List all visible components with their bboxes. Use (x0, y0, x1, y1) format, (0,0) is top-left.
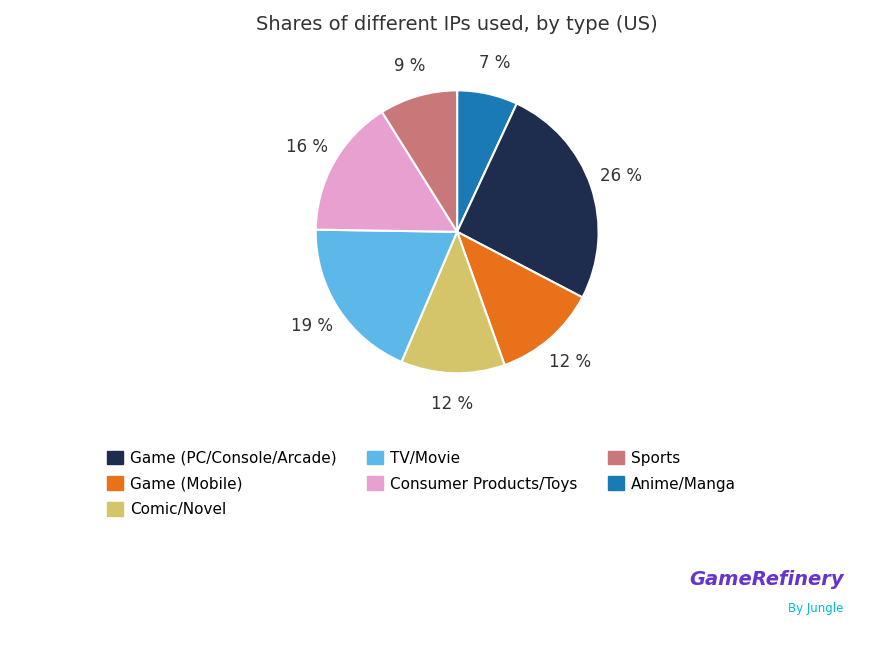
Wedge shape (316, 112, 457, 232)
Text: 12 %: 12 % (431, 395, 472, 413)
Text: 12 %: 12 % (550, 353, 591, 371)
Text: 26 %: 26 % (599, 168, 642, 186)
Title: Shares of different IPs used, by type (US): Shares of different IPs used, by type (U… (257, 15, 658, 34)
Text: 16 %: 16 % (286, 138, 328, 156)
Legend: Game (PC/Console/Arcade), Game (Mobile), Comic/Novel, TV/Movie, Consumer Product: Game (PC/Console/Arcade), Game (Mobile),… (101, 444, 742, 523)
Text: By Jungle: By Jungle (789, 602, 844, 615)
Wedge shape (401, 232, 504, 373)
Text: 9 %: 9 % (393, 57, 425, 75)
Wedge shape (457, 104, 599, 298)
Wedge shape (315, 230, 457, 362)
Text: 19 %: 19 % (291, 317, 333, 334)
Wedge shape (382, 91, 457, 232)
Wedge shape (457, 232, 583, 365)
Text: 7 %: 7 % (479, 54, 510, 72)
Wedge shape (457, 91, 517, 232)
Text: GameRefinery: GameRefinery (689, 570, 844, 589)
